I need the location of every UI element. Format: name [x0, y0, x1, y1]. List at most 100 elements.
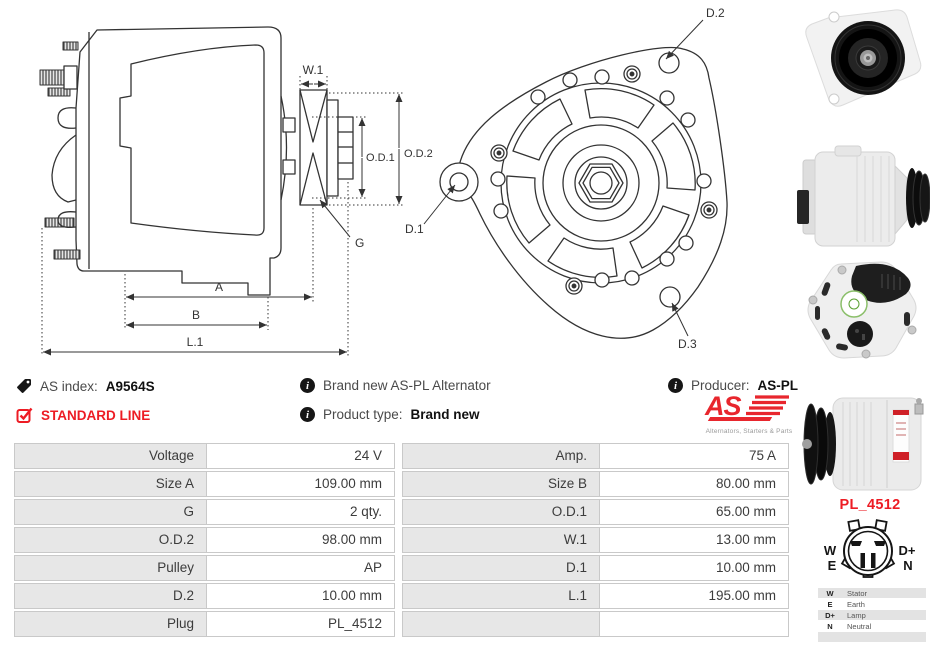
dim-label-w1: W.1 [303, 63, 324, 77]
spec-label: L.1 [402, 583, 600, 609]
legend-row-empty [818, 632, 926, 642]
product-photo-side-pulley-right[interactable] [795, 138, 930, 254]
legend-pin: D+ [825, 610, 835, 620]
dim-label-b: B [192, 308, 200, 322]
table-row: G 2 qty. O.D.1 65.00 mm [14, 499, 789, 525]
leader-lines [423, 19, 704, 337]
spec-value: 65.00 mm [599, 499, 789, 525]
spec-value: 10.00 mm [599, 555, 789, 581]
table-row: O.D.2 98.00 mm W.1 13.00 mm [14, 527, 789, 553]
spec-label: W.1 [402, 527, 600, 553]
info-icon: i [668, 378, 683, 393]
spec-label: Voltage [14, 443, 207, 469]
spec-label: Size B [402, 471, 600, 497]
info-icon: i [300, 407, 315, 422]
spec-label: Plug [14, 611, 207, 637]
product-photo-side-pulley-left[interactable] [795, 388, 930, 494]
description-text: Brand new AS-PL Alternator [323, 378, 491, 393]
spec-label: Amp. [402, 443, 600, 469]
through-bolts [490, 65, 718, 295]
spec-value: 80.00 mm [599, 471, 789, 497]
extension-lines [41, 76, 404, 356]
dim-label-d1: D.1 [405, 222, 424, 236]
info-icon: i [300, 378, 315, 393]
product-type-value: Brand new [410, 407, 480, 422]
dimension-lines [43, 80, 403, 356]
legend-desc: Earth [847, 599, 865, 609]
plug-pin-w: W [824, 543, 837, 558]
table-row: Pulley AP D.1 10.00 mm [14, 555, 789, 581]
as-index-row: AS index: A9564S [16, 378, 155, 394]
plug-code: PL_4512 [839, 497, 901, 513]
spec-value: 2 qty. [206, 499, 395, 525]
product-type-row: i Product type: Brand new [300, 407, 480, 422]
as-index-label: AS index: [40, 378, 98, 394]
spec-label: Pulley [14, 555, 207, 581]
table-row: Plug PL_4512 [14, 611, 789, 637]
pulley-profile [299, 89, 354, 206]
producer-value: AS-PL [757, 378, 799, 393]
product-type-label: Product type: [323, 407, 403, 422]
table-row: Size A 109.00 mm Size B 80.00 mm [14, 471, 789, 497]
legend-desc: Neutral [847, 621, 872, 631]
plug-diagram: W E D+ N [824, 519, 916, 578]
legend-row: D+ Lamp [818, 610, 926, 620]
plug-pin-n: N [903, 558, 912, 573]
side-view-outline [39, 26, 354, 296]
legend-pin: N [827, 621, 833, 631]
spec-label: G [14, 499, 207, 525]
spec-value: 24 V [206, 443, 395, 469]
dim-label-d2: D.2 [706, 6, 725, 20]
checkbox-checked-icon [16, 407, 33, 423]
legend-row: E Earth [818, 599, 926, 609]
producer-label: Producer: [691, 378, 750, 393]
plug-legend: W Stator E Earth D+ Lamp N Neutral [818, 588, 926, 643]
legend-desc: Stator [847, 588, 868, 598]
standard-line-label: STANDARD LINE [41, 408, 151, 423]
dim-label-l1: L.1 [187, 335, 204, 349]
as-logo-underline [707, 417, 773, 421]
tag-icon [17, 379, 31, 393]
spec-value: AP [206, 555, 395, 581]
table-row: Voltage 24 V Amp. 75 A [14, 443, 789, 469]
dim-label-od2: O.D.2 [404, 148, 433, 160]
legend-pin: W [826, 588, 834, 598]
spec-value: 98.00 mm [206, 527, 395, 553]
technical-drawing: W.1 O.D.1 O.D.2 G A B L.1 [39, 6, 728, 356]
table-row: D.2 10.00 mm L.1 195.00 mm [14, 583, 789, 609]
as-logo-text: AS [705, 391, 742, 421]
standard-line-row: STANDARD LINE [16, 407, 150, 424]
dim-label-d3: D.3 [678, 337, 697, 351]
legend-row: W Stator [818, 588, 926, 598]
spec-value: 10.00 mm [206, 583, 395, 609]
product-photo-front-pulley-face[interactable] [798, 4, 924, 110]
spec-label: D.2 [14, 583, 207, 609]
legend-desc: Lamp [847, 610, 866, 620]
producer-row: i Producer: AS-PL [668, 378, 798, 393]
spec-value: 75 A [599, 443, 789, 469]
plug-pin-e: E [828, 558, 837, 573]
spec-value: 13.00 mm [599, 527, 789, 553]
description-row: i Brand new AS-PL Alternator [300, 378, 491, 393]
dim-label-od1: O.D.1 [366, 152, 395, 164]
plug-pin-dplus: D+ [899, 543, 916, 558]
spec-value: 109.00 mm [206, 471, 395, 497]
as-index-value: A9564S [105, 378, 155, 394]
fan-slots [506, 87, 696, 279]
dim-label-g: G [355, 236, 364, 250]
spec-label: D.1 [402, 555, 600, 581]
front-view-outline [439, 46, 728, 339]
spec-table: Voltage 24 V Amp. 75 A Size A 109.00 mm … [14, 443, 789, 639]
mounting-holes [490, 69, 712, 288]
spec-value [599, 611, 789, 637]
legend-pin: E [827, 599, 833, 609]
spec-label: Size A [14, 471, 207, 497]
spec-value: 195.00 mm [599, 583, 789, 609]
spec-label: O.D.2 [14, 527, 207, 553]
product-photo-rear-view[interactable] [796, 256, 930, 364]
spec-label [402, 611, 600, 637]
spec-value: PL_4512 [206, 611, 395, 637]
spec-label: O.D.1 [402, 499, 600, 525]
legend-row: N Neutral [818, 621, 926, 631]
